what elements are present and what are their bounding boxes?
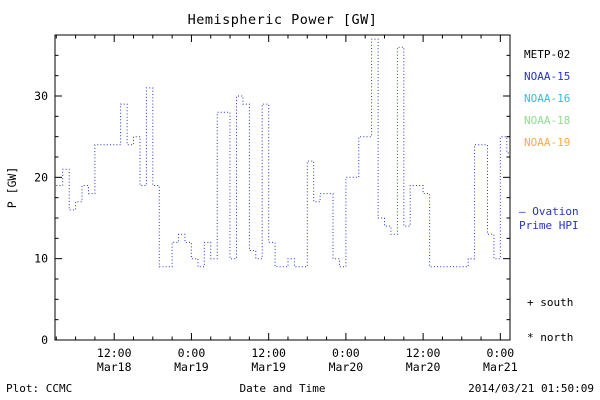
chart-title: Hemispheric Power [GW] — [187, 12, 378, 28]
south-label: south — [540, 296, 574, 309]
legend-item-noaa-19: NOAA-19 — [524, 136, 571, 149]
plot-frame — [54, 34, 511, 341]
ovation-line2: Prime HPI — [519, 219, 579, 232]
legend-item-noaa-16: NOAA-16 — [524, 92, 571, 105]
x-tick-date-label: Mar19 — [174, 360, 209, 374]
y-tick-label: 0 — [41, 333, 48, 347]
x-tick-date-label: Mar20 — [406, 360, 441, 374]
x-tick-date-label: Mar18 — [97, 360, 132, 374]
ovation-prime-hpi-step-line — [56, 38, 510, 268]
legend-ovation-prime-hpi: — Ovation Prime HPI — [519, 205, 579, 233]
ovation-line1: — Ovation — [519, 205, 579, 218]
legend-item-noaa-15: NOAA-15 — [524, 70, 571, 83]
x-tick-date-label: Mar21 — [483, 360, 518, 374]
x-tick-date-label: Mar20 — [329, 360, 364, 374]
x-tick-time-label: 0:00 — [486, 346, 514, 360]
legend-item-noaa-18: NOAA-18 — [524, 114, 571, 127]
plot-timestamp: 2014/03/21 01:50:09 — [468, 382, 594, 395]
north-label: north — [540, 331, 574, 344]
x-tick-time-label: 0:00 — [332, 346, 360, 360]
legend-item-metp-02: METP-02 — [524, 48, 571, 61]
y-tick-label: 10 — [34, 252, 48, 266]
x-tick-date-label: Mar19 — [251, 360, 286, 374]
x-axis-label: Date and Time — [239, 382, 326, 395]
x-tick-time-label: 0:00 — [178, 346, 206, 360]
y-axis-label: P [GW] — [5, 167, 19, 209]
satellite-legend: METP-02 NOAA-15 NOAA-16 NOAA-18 NOAA-19 — [524, 44, 570, 154]
asterisk-marker-icon: * — [527, 331, 534, 344]
plus-marker-icon: + — [527, 296, 534, 309]
x-tick-time-label: 12:00 — [251, 346, 286, 360]
y-tick-label: 20 — [34, 170, 48, 184]
legend-marker-south: + south — [527, 296, 573, 309]
y-tick-label: 30 — [34, 89, 48, 103]
plot-source-label: Plot: CCMC — [6, 382, 73, 395]
x-tick-time-label: 12:00 — [406, 346, 441, 360]
legend-marker-north: * north — [527, 331, 573, 344]
x-tick-time-label: 12:00 — [97, 346, 132, 360]
